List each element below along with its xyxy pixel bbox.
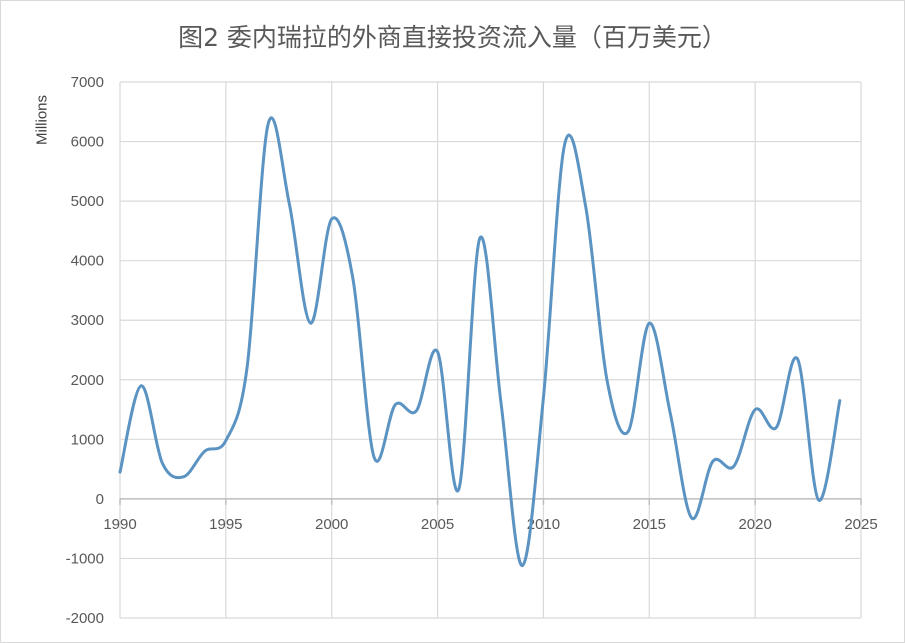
y-tick-label: -2000 [66, 610, 104, 627]
x-tick-label: 1995 [209, 516, 242, 533]
x-tick-label: 2015 [633, 516, 666, 533]
y-tick-label: -1000 [66, 550, 104, 567]
vertical-gridlines [119, 82, 862, 618]
y-tick-label: 6000 [71, 134, 104, 151]
y-tick-label: 5000 [71, 193, 104, 210]
x-tick-label: 2000 [315, 516, 348, 533]
chart-title: 图2 委内瑞拉的外商直接投资流入量（百万美元） [178, 23, 727, 52]
x-tick-label: 2025 [844, 516, 877, 533]
y-tick-label: 3000 [71, 312, 104, 329]
y-tick-label: 2000 [71, 372, 104, 389]
x-tick-label: 2005 [421, 516, 454, 533]
y-tick-label: 1000 [71, 431, 104, 448]
x-tick-label: 1990 [103, 516, 136, 533]
x-tick-label: 2020 [738, 516, 771, 533]
y-tick-label: 7000 [71, 74, 104, 91]
x-tick-label: 2010 [527, 516, 560, 533]
y-tick-label: 4000 [71, 253, 104, 270]
y-tick-label: 0 [96, 491, 104, 508]
series-line [118, 116, 842, 568]
x-tick-labels: 1990 1995 2000 2005 2010 2015 2020 2025 [103, 498, 878, 533]
y-tick-labels: 7000 6000 5000 4000 3000 2000 1000 0 -1000 -2000 [66, 74, 104, 627]
horizontal-gridlines [120, 81, 861, 619]
